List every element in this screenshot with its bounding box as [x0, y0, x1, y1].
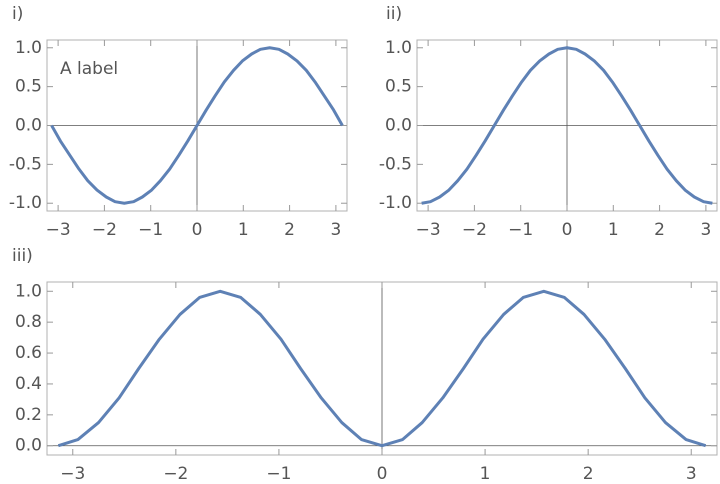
y-tick-label: 0.5 — [385, 77, 412, 97]
y-tick-label: -0.5 — [9, 154, 42, 174]
y-tick-label: 1.0 — [15, 281, 42, 301]
panel-label: i) — [12, 4, 23, 24]
y-tick-label: 0.0 — [15, 116, 42, 136]
x-tick-label: −2 — [462, 220, 487, 240]
line-series — [57, 289, 707, 448]
x-tick-label: −1 — [508, 220, 533, 240]
line-series — [421, 46, 713, 205]
y-tick-label: 0.5 — [15, 77, 42, 97]
x-tick-label: 2 — [284, 220, 295, 240]
panel-label: ii) — [386, 4, 402, 24]
x-tick-label: −3 — [46, 220, 71, 240]
x-tick-label: 2 — [583, 464, 594, 484]
y-tick-label: 0.2 — [15, 405, 42, 425]
y-tick-label: 1.0 — [15, 38, 42, 58]
y-tick-label: 0.0 — [15, 436, 42, 456]
line-series — [50, 46, 344, 205]
x-tick-label: 0 — [562, 220, 573, 240]
y-tick-label: 0.4 — [15, 374, 42, 394]
x-tick-label: 2 — [654, 220, 665, 240]
x-tick-label: 1 — [480, 464, 491, 484]
y-tick-label: -1.0 — [379, 193, 412, 213]
x-tick-label: 1 — [608, 220, 619, 240]
y-tick-label: 0.0 — [385, 116, 412, 136]
x-tick-label: 3 — [700, 220, 711, 240]
x-tick-label: −1 — [138, 220, 163, 240]
x-tick-label: 0 — [192, 220, 203, 240]
y-tick-label: -0.5 — [379, 154, 412, 174]
y-tick-label: 1.0 — [385, 38, 412, 58]
x-tick-label: −1 — [266, 464, 291, 484]
x-tick-label: −2 — [163, 464, 188, 484]
x-tick-label: −3 — [416, 220, 441, 240]
x-tick-label: 1 — [238, 220, 249, 240]
y-tick-label: -1.0 — [9, 193, 42, 213]
x-tick-label: 3 — [686, 464, 697, 484]
annotation: A label — [60, 59, 118, 79]
y-tick-label: 0.6 — [15, 343, 42, 363]
y-tick-label: 0.8 — [15, 312, 42, 332]
x-tick-label: −2 — [92, 220, 117, 240]
x-tick-label: 0 — [377, 464, 388, 484]
x-tick-label: −3 — [60, 464, 85, 484]
x-tick-label: 3 — [330, 220, 341, 240]
panel-label: iii) — [12, 246, 33, 266]
